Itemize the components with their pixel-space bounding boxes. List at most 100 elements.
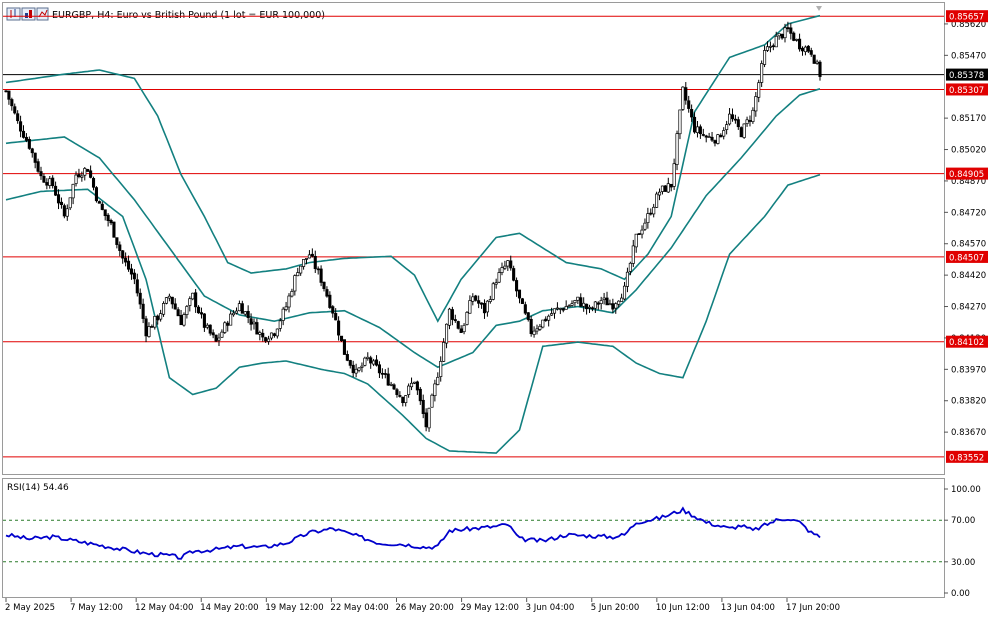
time-axis-label: 12 May 04:00: [135, 603, 193, 613]
candle: [730, 108, 735, 122]
bar-chart-icon[interactable]: [21, 7, 36, 21]
candle: [765, 41, 770, 52]
price-axis-label: 0.85620: [951, 20, 986, 30]
candle: [561, 307, 565, 313]
time-axis-label: 22 May 04:00: [330, 603, 388, 613]
candle: [24, 133, 28, 143]
candle: [663, 185, 667, 192]
candle: [517, 289, 522, 304]
candle: [4, 90, 8, 93]
candle: [550, 307, 554, 316]
candle: [246, 305, 250, 324]
candle: [16, 110, 20, 124]
candle: [319, 265, 323, 287]
candle: [377, 361, 381, 379]
candle: [27, 136, 31, 150]
candle: [36, 158, 40, 173]
candle: [608, 299, 612, 306]
candle: [783, 23, 787, 43]
candle: [564, 300, 568, 310]
candle: [249, 313, 253, 331]
candle: [147, 322, 151, 338]
candle: [710, 131, 714, 142]
candle: [704, 134, 708, 143]
candle: [401, 396, 405, 407]
candle: [593, 301, 597, 313]
candle: [512, 265, 516, 282]
candle: [488, 295, 492, 304]
candle: [296, 267, 300, 277]
candle: [760, 60, 764, 87]
line-chart-icon[interactable]: [36, 7, 49, 21]
candle: [173, 298, 177, 310]
candle: [179, 309, 183, 326]
candlestick-chart-icon[interactable]: [6, 7, 21, 21]
price-axis-label: 0.85170: [951, 114, 986, 124]
candle: [208, 324, 212, 336]
time-axis-label: 7 May 12:00: [70, 603, 123, 613]
candle: [474, 294, 478, 302]
candle: [442, 338, 446, 362]
candle: [51, 175, 55, 189]
candle: [611, 298, 615, 314]
candle: [497, 268, 501, 284]
candle: [763, 45, 767, 68]
candle: [477, 295, 481, 309]
candle: [421, 394, 425, 419]
candle: [91, 176, 96, 191]
candle: [716, 133, 720, 145]
candle: [812, 54, 816, 64]
candle: [698, 124, 702, 139]
time-axis-label: 26 May 20:00: [396, 603, 454, 613]
price-axis-label: 0.83670: [951, 428, 986, 438]
candle: [392, 383, 396, 391]
candle: [19, 115, 23, 138]
candle: [255, 318, 259, 335]
candle: [331, 305, 335, 318]
candle: [348, 359, 352, 369]
horizontal-level-label: 0.83552: [949, 453, 984, 463]
candle: [278, 317, 282, 332]
candle: [269, 332, 274, 341]
candle: [141, 298, 145, 324]
candle: [380, 368, 384, 379]
candle: [170, 296, 174, 309]
candle: [640, 225, 644, 239]
candle: [404, 395, 408, 407]
candle: [538, 323, 542, 332]
candle: [307, 250, 311, 259]
candle: [515, 277, 519, 297]
candle: [71, 183, 75, 205]
candle: [552, 308, 557, 319]
candle: [722, 127, 726, 140]
candle: [690, 104, 694, 122]
rsi-axis-label: 70.00: [951, 516, 975, 526]
horizontal-levels-layer[interactable]: [3, 15, 944, 458]
candle: [86, 168, 90, 172]
candle: [509, 255, 513, 271]
candle: [573, 299, 577, 307]
candle: [217, 333, 221, 347]
candle: [409, 377, 414, 391]
candle: [45, 178, 49, 190]
candle: [252, 318, 256, 330]
candle: [532, 326, 536, 338]
candle: [65, 204, 69, 221]
candle: [389, 381, 393, 387]
bollinger-middle-band: [5, 88, 821, 369]
candle: [780, 33, 784, 40]
candle: [757, 79, 761, 103]
candle: [450, 306, 454, 326]
horizontal-level-tag: [946, 10, 988, 23]
candle: [803, 45, 807, 56]
candles-layer: [4, 21, 822, 432]
candle: [800, 46, 805, 56]
candle: [602, 292, 606, 305]
price-axis-label: 0.84270: [951, 303, 986, 313]
candle: [439, 356, 443, 382]
time-axis-label: 13 Jun 04:00: [721, 603, 775, 613]
candle: [94, 186, 98, 203]
